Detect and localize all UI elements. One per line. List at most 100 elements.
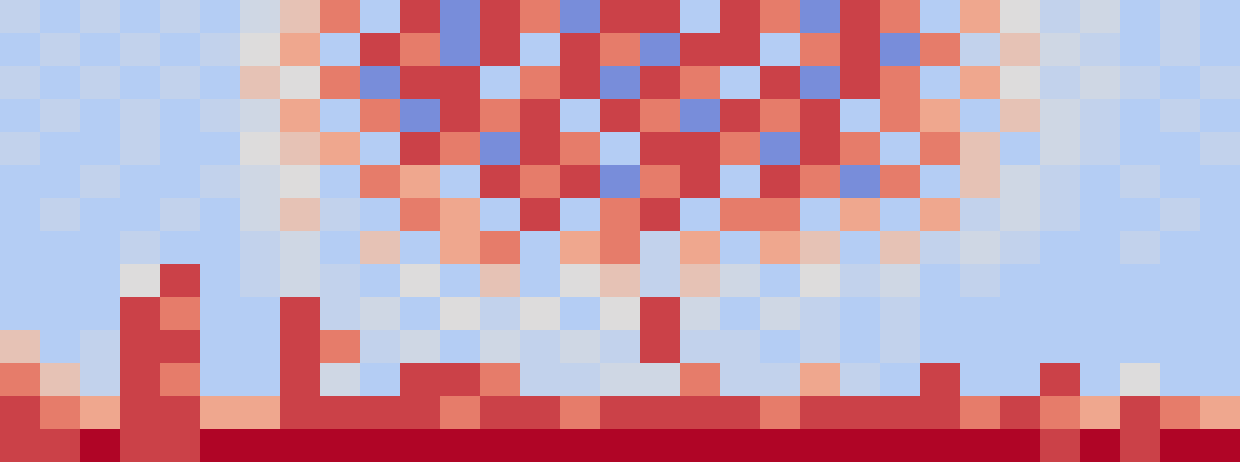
cell [360,297,401,331]
cell [1080,297,1121,331]
cell [680,363,721,397]
cell [320,231,361,265]
cell [360,66,401,100]
cell [640,363,681,397]
cell [640,429,681,462]
cell [440,33,481,67]
cell [640,330,681,364]
cell [960,165,1001,199]
cell [600,132,641,166]
cell [160,66,201,100]
cell [40,429,81,462]
cell [760,363,801,397]
cell [840,330,881,364]
cell [800,66,841,100]
cell [640,33,681,67]
cell [1000,165,1041,199]
cell [240,363,281,397]
cell [440,132,481,166]
cell [240,429,281,462]
cell [1160,0,1201,34]
cell [640,66,681,100]
cell [360,429,401,462]
cell [400,0,441,34]
cell [800,0,841,34]
cell [0,66,41,100]
cell [960,33,1001,67]
cell [80,264,121,298]
cell [640,0,681,34]
cell [480,330,521,364]
cell [80,231,121,265]
cell [1080,66,1121,100]
cell [80,33,121,67]
cell [200,264,241,298]
cell [1080,231,1121,265]
cell [440,396,481,430]
cell [800,330,841,364]
cell [1000,132,1041,166]
cell [440,231,481,265]
cell [600,297,641,331]
cell [640,396,681,430]
cell [1040,363,1081,397]
cell [400,231,441,265]
cell [440,165,481,199]
cell [680,396,721,430]
cell [1080,396,1121,430]
cell [1000,231,1041,265]
cell [400,429,441,462]
cell [120,66,161,100]
cell [800,396,841,430]
cell [160,429,201,462]
cell [560,396,601,430]
cell [920,0,961,34]
cell [600,66,641,100]
cell [280,132,321,166]
cell [40,297,81,331]
cell [600,330,641,364]
cell [160,231,201,265]
cell [760,99,801,133]
cell [120,363,161,397]
cell [800,33,841,67]
cell [920,297,961,331]
cell [1160,264,1201,298]
cell [400,297,441,331]
cell [480,297,521,331]
cell [640,198,681,232]
cell [360,231,401,265]
cell [1120,165,1161,199]
cell [400,363,441,397]
cell [760,66,801,100]
cell [1040,33,1081,67]
cell [1000,0,1041,34]
cell [160,264,201,298]
cell [80,330,121,364]
cell [1120,396,1161,430]
cell [1120,99,1161,133]
cell [800,132,841,166]
cell [200,429,241,462]
cell [1200,297,1240,331]
cell [800,264,841,298]
cell [360,363,401,397]
cell [80,66,121,100]
cell [160,363,201,397]
cell [920,231,961,265]
cell [240,132,281,166]
cell [40,99,81,133]
cell [0,231,41,265]
cell [1080,165,1121,199]
cell [240,198,281,232]
cell [0,33,41,67]
cell [0,0,41,34]
cell [760,165,801,199]
cell [80,297,121,331]
cell [440,330,481,364]
cell [320,99,361,133]
cell [360,330,401,364]
cell [1080,132,1121,166]
cell [1200,429,1240,462]
cell [280,165,321,199]
